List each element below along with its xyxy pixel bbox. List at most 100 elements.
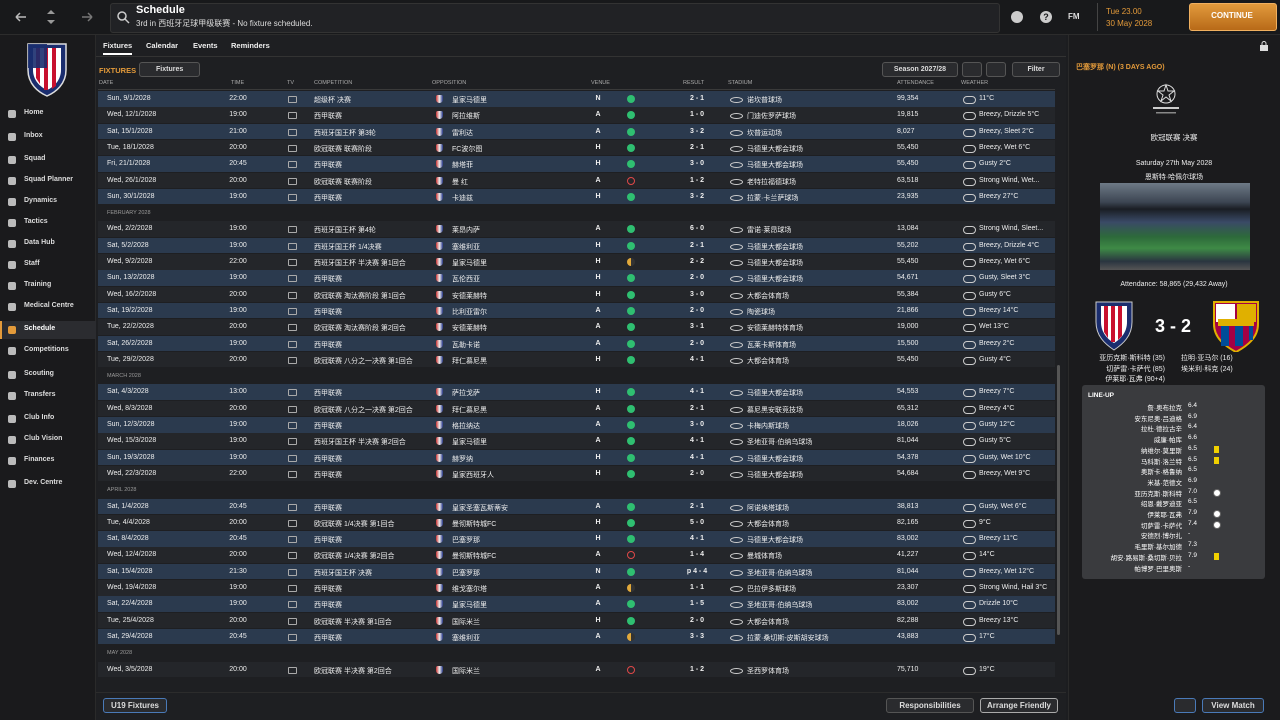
fixture-row[interactable] [98, 237, 1055, 254]
column-header[interactable]: TIME [231, 80, 245, 86]
fixture-row[interactable] [98, 628, 1055, 645]
fixture-row[interactable] [98, 319, 1055, 335]
fixture-row[interactable] [98, 563, 1055, 580]
player-name[interactable]: 詹·奥布拉克 [1147, 405, 1182, 412]
fixture-row[interactable] [98, 465, 1055, 482]
nav-arrows[interactable] [0, 0, 100, 34]
season-select[interactable]: Season 2027/28 [882, 62, 958, 77]
fixture-row[interactable] [98, 188, 1055, 205]
column-header[interactable]: WEATHER [961, 80, 989, 86]
fixture-row[interactable] [98, 123, 1055, 140]
column-header[interactable]: COMPETITION [314, 80, 353, 86]
sidebar-item[interactable]: Club Info [24, 414, 55, 421]
fixture-row[interactable] [98, 107, 1055, 123]
player-name[interactable]: 帕博罗·巴里奥斯 [1134, 565, 1182, 573]
player-name[interactable]: 伊莱耶·瓦弗 [1147, 512, 1182, 519]
responsibilities-button[interactable]: Responsibilities [886, 698, 974, 713]
column-header[interactable]: VENUE [591, 80, 610, 86]
arrange-button[interactable]: Arrange Friendly [980, 698, 1058, 713]
sidebar-item[interactable]: Squad [24, 155, 46, 162]
tab[interactable]: Events [193, 41, 218, 50]
fixture-row[interactable] [98, 417, 1055, 433]
player-name[interactable]: 拉杜·德拉古辛 [1140, 426, 1182, 434]
search-box[interactable] [110, 3, 1000, 33]
fixture-row[interactable] [98, 172, 1055, 188]
player-name[interactable]: 奥斯卡·格鲁纳 [1140, 469, 1182, 477]
column-header[interactable]: STADIUM [728, 80, 753, 86]
fixture-row[interactable] [98, 351, 1055, 368]
u19-button[interactable]: U19 Fixtures [103, 698, 167, 713]
match-header[interactable]: 巴塞罗那 (N) (3 DAYS AGO) [1076, 64, 1165, 71]
player-name[interactable]: 毛里斯·基尔加德 [1134, 544, 1182, 552]
fixture-row[interactable] [98, 254, 1055, 270]
sidebar-item[interactable]: Scouting [24, 370, 54, 377]
column-header[interactable]: ATTENDANCE [897, 80, 934, 86]
fixture-row[interactable] [98, 139, 1055, 156]
fixture-row[interactable] [98, 286, 1055, 303]
fixture-row[interactable] [98, 531, 1055, 547]
view-dropdown[interactable]: Fixtures [139, 62, 200, 77]
player-name[interactable]: 亚历克斯·斯科特 [1134, 490, 1182, 498]
next-match-button[interactable] [1174, 698, 1196, 713]
sidebar-item[interactable]: Training [24, 281, 52, 288]
sidebar-item[interactable]: Home [24, 109, 44, 116]
column-header[interactable]: DATE [99, 80, 114, 86]
sidebar-item[interactable]: Dynamics [24, 197, 58, 204]
filter-button[interactable]: Filter [1012, 62, 1060, 77]
player-name[interactable]: 切萨雷·卡萨代 [1140, 522, 1182, 530]
fixture-competition: 西甲联赛 [314, 276, 342, 284]
player-name[interactable]: 马科斯·洛兰特 [1140, 458, 1182, 466]
fixture-row[interactable] [98, 514, 1055, 531]
player-name[interactable]: 纳维尔·莫里斯 [1140, 447, 1182, 455]
player-name[interactable]: 威廉·帕库 [1153, 437, 1182, 445]
sidebar-item[interactable]: Inbox [24, 132, 43, 139]
fixture-row[interactable] [98, 400, 1055, 417]
fixture-row[interactable] [98, 91, 1055, 107]
fixture-row[interactable] [98, 302, 1055, 319]
sidebar-item[interactable]: Transfers [24, 391, 56, 398]
tab[interactable]: Fixtures [103, 41, 133, 55]
player-name[interactable]: 绍恩·戴罗迪亚 [1140, 501, 1182, 509]
fixture-row[interactable] [98, 384, 1055, 400]
fixture-venue: H [595, 192, 601, 200]
sidebar-item[interactable]: Squad Planner [24, 176, 74, 183]
sidebar-item[interactable]: Finances [24, 456, 55, 463]
fixture-row[interactable] [98, 335, 1055, 351]
column-header[interactable]: OPPOSITION [432, 80, 467, 86]
player-name[interactable]: 胡安·路易斯·桑切斯·贝拉 [1110, 554, 1183, 562]
column-header[interactable]: TV [287, 80, 295, 86]
fixture-row[interactable] [98, 612, 1055, 629]
fixture-row[interactable] [98, 498, 1055, 514]
player-name[interactable]: 安德烈·博尔扎 [1140, 533, 1182, 541]
fixture-row[interactable] [98, 270, 1055, 286]
sidebar-item[interactable]: Club Vision [24, 435, 63, 442]
fixture-row[interactable] [98, 156, 1055, 172]
tab[interactable]: Reminders [231, 41, 270, 50]
continue-label[interactable]: CONTINUE [1211, 11, 1253, 20]
sidebar-item[interactable]: Competitions [24, 346, 69, 353]
fixture-row[interactable] [98, 661, 1055, 677]
fixture-row[interactable] [98, 449, 1055, 466]
tab[interactable]: Calendar [146, 41, 179, 50]
sidebar-item[interactable]: Staff [24, 260, 40, 267]
sidebar-item[interactable]: Data Hub [24, 239, 55, 246]
sidebar-item[interactable]: Dev. Centre [24, 479, 63, 486]
next-button[interactable] [986, 62, 1006, 77]
continue-button[interactable] [1189, 3, 1277, 31]
sidebar-item[interactable]: Schedule [24, 325, 56, 332]
top-icons[interactable]: ? [1008, 8, 1058, 26]
prev-button[interactable] [962, 62, 982, 77]
fixture-row[interactable] [98, 547, 1055, 563]
fixture-attendance: 19,000 [897, 323, 919, 331]
fixture-row[interactable] [98, 221, 1055, 237]
club-crest [27, 43, 67, 97]
fixture-row[interactable] [98, 580, 1055, 596]
player-name[interactable]: 米基·范德文 [1147, 479, 1182, 487]
fixture-row[interactable] [98, 433, 1055, 449]
view-match-button[interactable]: View Match [1202, 698, 1264, 713]
column-header[interactable]: RESULT [683, 80, 705, 86]
player-name[interactable]: 安东尼奥·吕迪格 [1134, 415, 1182, 423]
sidebar-item[interactable]: Tactics [24, 218, 48, 225]
fixture-row[interactable] [98, 596, 1055, 612]
sidebar-item[interactable]: Medical Centre [24, 302, 74, 309]
